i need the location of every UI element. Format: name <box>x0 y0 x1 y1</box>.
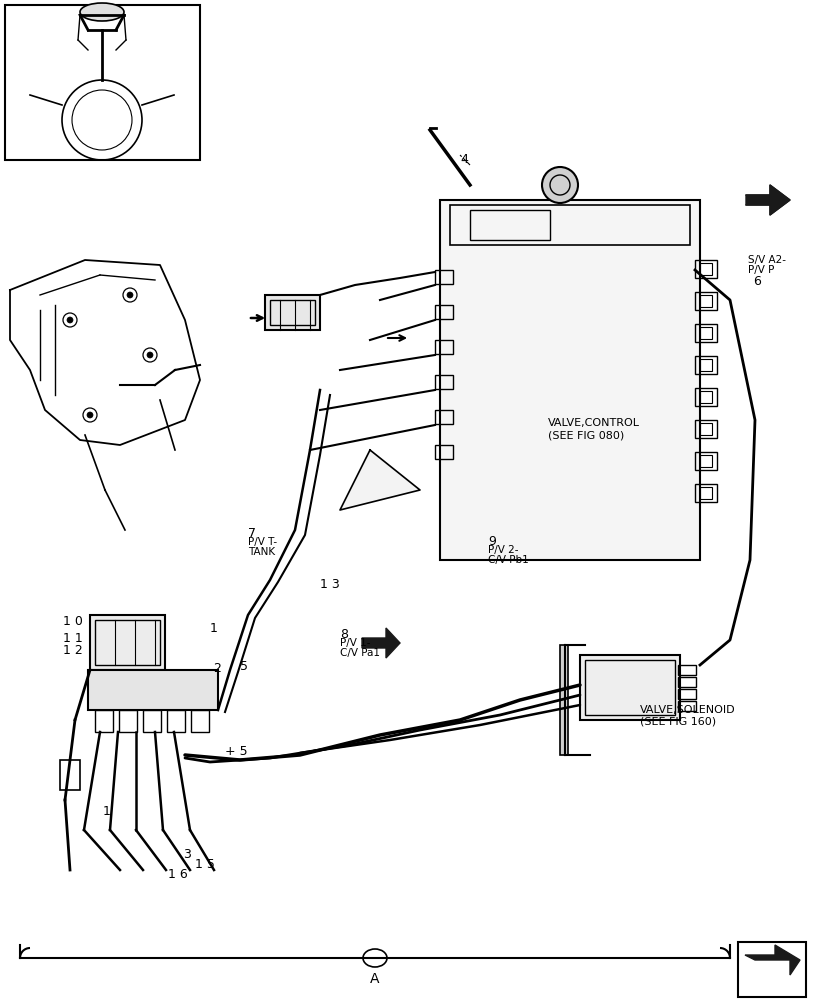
Text: C/V Pa1: C/V Pa1 <box>340 648 380 658</box>
Bar <box>435 410 453 424</box>
Bar <box>435 305 453 319</box>
Bar <box>585 660 675 715</box>
Text: 1: 1 <box>210 622 218 635</box>
Bar <box>700 391 712 403</box>
Text: P/V P: P/V P <box>748 265 774 275</box>
Text: 2: 2 <box>213 662 221 675</box>
Circle shape <box>127 292 133 298</box>
Text: + 5: + 5 <box>225 745 247 758</box>
Bar <box>695 260 717 278</box>
Polygon shape <box>340 450 420 510</box>
Text: 3: 3 <box>183 848 191 861</box>
Bar <box>167 710 185 732</box>
Text: A: A <box>370 972 379 986</box>
Circle shape <box>67 317 73 323</box>
Text: 6: 6 <box>753 275 761 288</box>
Bar <box>143 710 161 732</box>
Text: P/V 1-: P/V 1- <box>340 638 370 648</box>
Text: 1 1: 1 1 <box>63 632 82 645</box>
Bar <box>95 710 113 732</box>
Text: 1: 1 <box>103 805 111 818</box>
Circle shape <box>542 167 578 203</box>
Bar <box>191 710 209 732</box>
Text: 8: 8 <box>340 628 348 641</box>
Bar <box>440 200 700 560</box>
Bar <box>695 420 717 438</box>
Bar <box>700 263 712 275</box>
Bar <box>700 327 712 339</box>
Bar <box>560 645 568 755</box>
Bar <box>90 615 165 670</box>
Text: S/V A2-: S/V A2- <box>748 255 786 265</box>
Bar <box>678 689 696 699</box>
Text: C/V Pb1: C/V Pb1 <box>488 555 529 565</box>
Polygon shape <box>362 628 400 658</box>
Text: 4: 4 <box>460 153 468 166</box>
Circle shape <box>87 412 93 418</box>
Bar <box>700 295 712 307</box>
Text: P/V T-: P/V T- <box>248 537 277 547</box>
Bar <box>60 760 80 790</box>
Bar <box>695 452 717 470</box>
Text: 1 5: 1 5 <box>195 858 215 871</box>
Bar <box>695 388 717 406</box>
Bar <box>678 701 696 711</box>
Polygon shape <box>746 185 790 215</box>
Text: (SEE FIG 160): (SEE FIG 160) <box>640 717 716 727</box>
Polygon shape <box>745 945 800 975</box>
Bar <box>580 655 680 720</box>
Bar <box>435 340 453 354</box>
Text: 5: 5 <box>240 660 248 673</box>
Bar <box>695 484 717 502</box>
Bar <box>678 665 696 675</box>
Text: VALVE,CONTROL: VALVE,CONTROL <box>548 418 640 428</box>
Text: 7: 7 <box>248 527 256 540</box>
Text: VALVE,SOLENOID: VALVE,SOLENOID <box>640 705 736 715</box>
Circle shape <box>147 352 153 358</box>
Bar <box>270 300 315 325</box>
Bar <box>695 356 717 374</box>
Text: 9: 9 <box>488 535 496 548</box>
Bar <box>450 205 690 245</box>
Bar <box>738 942 806 997</box>
Bar <box>88 670 218 710</box>
Bar <box>95 620 160 665</box>
Text: 1 3: 1 3 <box>320 578 339 591</box>
Bar <box>470 210 550 240</box>
Bar <box>435 445 453 459</box>
Bar <box>700 423 712 435</box>
Bar <box>700 359 712 371</box>
Bar <box>695 292 717 310</box>
Bar <box>265 295 320 330</box>
Bar <box>119 710 137 732</box>
Text: P/V 2-: P/V 2- <box>488 545 518 555</box>
Bar <box>5 5 200 160</box>
Text: 1 6: 1 6 <box>168 868 188 881</box>
Ellipse shape <box>80 3 124 21</box>
Text: 1 2: 1 2 <box>63 644 82 657</box>
Bar <box>435 375 453 389</box>
Text: TANK: TANK <box>248 547 275 557</box>
Bar <box>700 455 712 467</box>
Bar <box>700 487 712 499</box>
Text: (SEE FIG 080): (SEE FIG 080) <box>548 430 624 440</box>
Bar <box>435 270 453 284</box>
Bar <box>695 324 717 342</box>
Bar <box>678 677 696 687</box>
Text: 1 0: 1 0 <box>63 615 83 628</box>
